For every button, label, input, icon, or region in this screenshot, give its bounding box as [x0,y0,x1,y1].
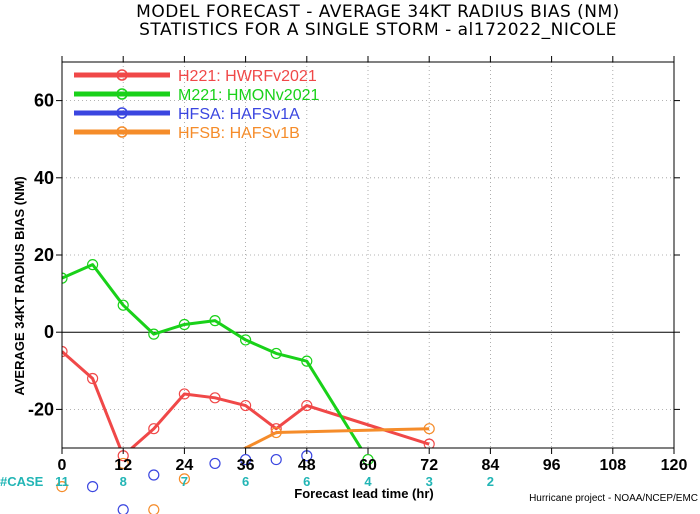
case-counts: 11 8 7 6 6 4 3 2 [55,474,494,489]
legend-marker [116,88,128,100]
data-point [301,355,313,367]
case-count: 6 [303,474,310,489]
data-point [86,372,99,385]
data-point [240,453,252,466]
data-point [423,438,435,448]
legend-label: M221: HMONv2021 [178,87,319,104]
legend-label: HFSB: HAFSv1B [178,125,300,142]
x-tick-label: 24 [176,457,194,474]
data-point [270,347,282,360]
x-tick-label: 84 [482,457,500,474]
data-point [209,392,221,404]
y-tick-label: 0 [44,322,54,342]
series-line [242,427,430,448]
data-point [240,334,252,346]
chart-subtitle: STATISTICS FOR A SINGLE STORM - al172022… [139,20,617,40]
x-tick-label: 72 [420,457,438,474]
data-point [270,453,282,466]
data-point [240,399,252,412]
series-line [62,350,430,448]
data-point [209,457,221,470]
y-tick-label: 40 [34,168,54,188]
data-point [148,504,160,514]
x-tick-label: 96 [543,457,561,474]
x-tick-label: 36 [237,457,255,474]
data-point [62,272,68,284]
data-point [301,399,313,412]
series-line [62,263,363,448]
data-point [117,457,129,470]
data-point [423,423,435,435]
case-count: 11 [55,474,69,489]
data-point [86,259,99,271]
x-tick-label: 60 [359,457,377,474]
data-point [117,504,129,514]
outside-markers [56,450,374,514]
chart-title: MODEL FORECAST - AVERAGE 34KT RADIUS BIA… [136,2,620,22]
case-count: 6 [242,474,249,489]
data-point [86,481,99,493]
legend-marker [116,126,128,138]
data-point [148,469,160,481]
data-point [148,423,160,435]
data-point [56,481,68,493]
case-label: #CASE [0,474,44,489]
y-axis-label: AVERAGE 34KT RADIUS BIAS (NM) [12,176,27,395]
data-point [117,299,129,311]
data-point [270,426,282,439]
x-tick-label: 108 [599,457,626,474]
case-count: 3 [426,474,433,489]
legend-marker [116,107,128,119]
data-point [178,388,190,400]
y-tick-label: 60 [34,91,54,111]
grid [62,62,674,448]
legend-marker [116,69,128,81]
data-point [178,473,190,485]
y-axis-ticks: -20 0 20 40 60 [28,91,680,419]
x-axis-ticks: 0 12 24 36 48 60 72 84 96 108 120 [58,56,688,474]
case-count: 4 [364,474,372,489]
case-count: 8 [120,474,127,489]
data-point [62,345,68,358]
case-count: 7 [181,474,188,489]
x-tick-label: 120 [661,457,688,474]
data-point [209,315,221,327]
data-point [362,453,374,466]
x-axis-label: Forecast lead time (hr) [294,486,433,501]
x-tick-label: 0 [58,457,67,474]
y-tick-label: -20 [28,399,54,419]
legend-label: H221: HWRFv2021 [178,68,317,85]
legend-label: HFSA: HAFSv1A [178,106,300,123]
series-layer [62,259,435,448]
y-tick-label: 20 [34,245,54,265]
data-point [178,318,190,331]
x-tick-label: 48 [298,457,316,474]
legend: H221: HWRFv2021 M221: HMONv2021 HFSA: HAFS… [74,68,319,142]
credit-text: Hurricane project - NOAA/NCEP/EMC [529,493,698,504]
data-point [148,328,160,340]
x-tick-label: 12 [114,457,132,474]
case-count: 2 [487,474,494,489]
